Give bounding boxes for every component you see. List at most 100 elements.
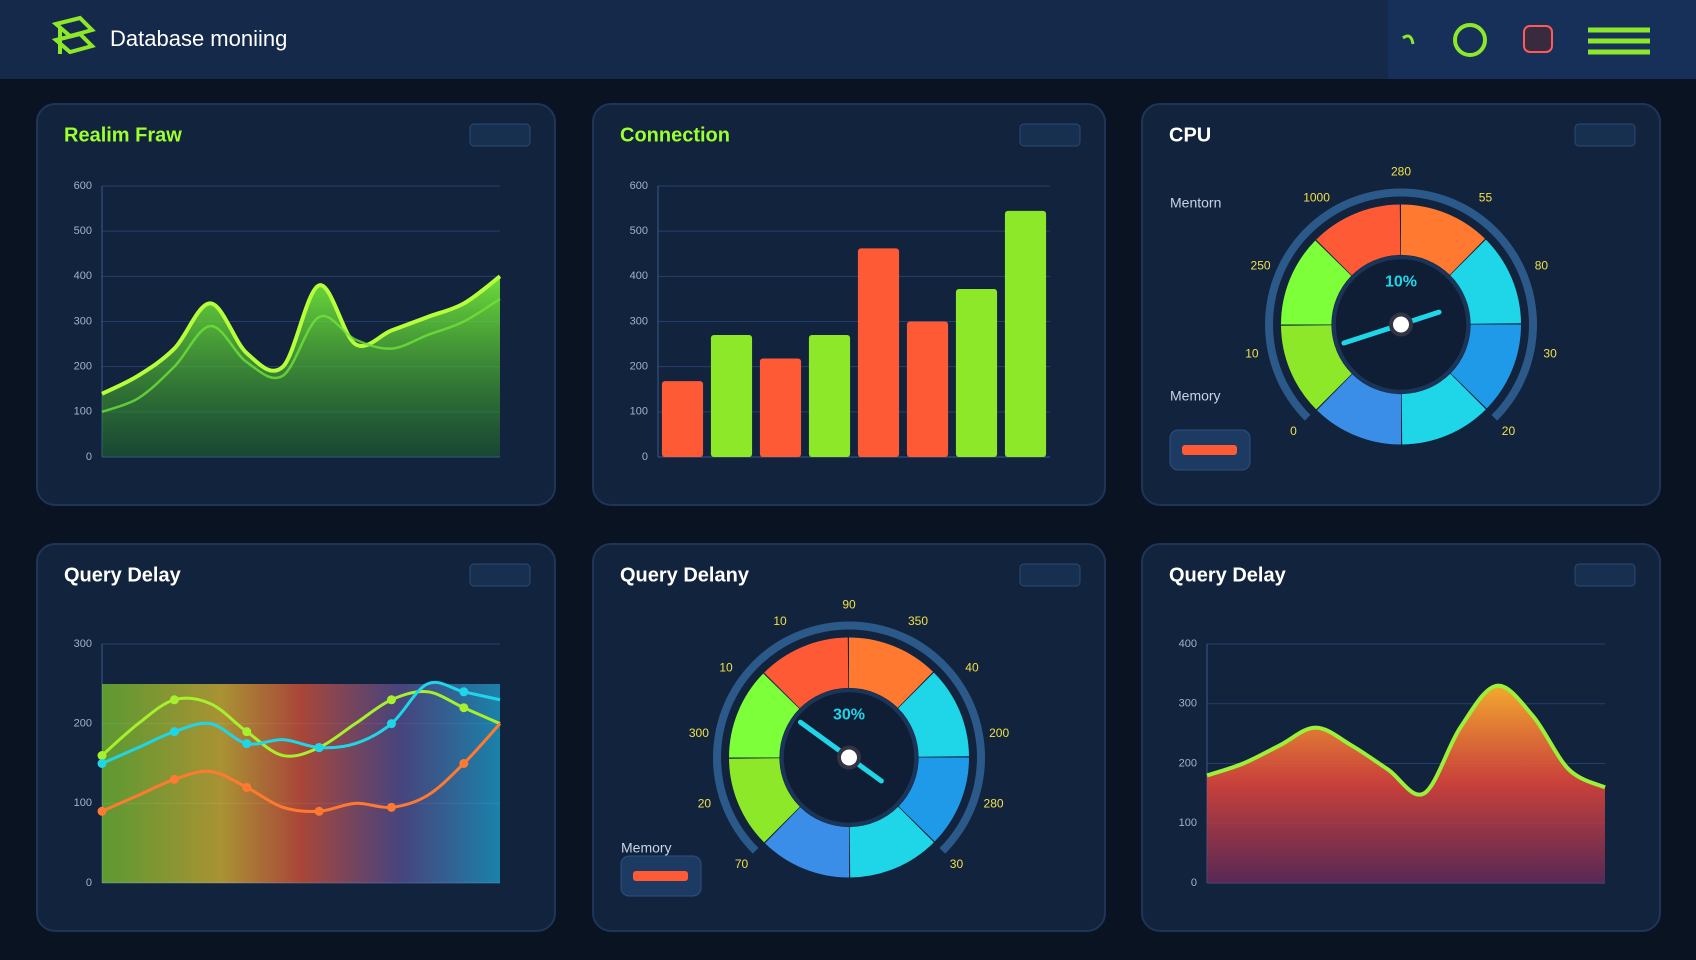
y-tick-label: 500 [74, 225, 92, 237]
y-tick-label: 100 [1179, 817, 1197, 829]
dial-label: 20 [1502, 424, 1516, 438]
dial-segment [1450, 324, 1521, 409]
line [1206, 683, 1606, 797]
point [386, 802, 396, 812]
bar [808, 335, 851, 457]
dial-label: 10 [719, 660, 733, 674]
point [386, 719, 396, 729]
line [101, 274, 502, 396]
icon-alert[interactable] [1523, 25, 1553, 53]
dial-label: 1000 [1303, 190, 1330, 204]
point [386, 695, 396, 705]
app-title: Database moniing [110, 26, 287, 51]
dial-label: 30 [1543, 346, 1557, 360]
dial-label: 10 [773, 614, 787, 628]
menu-button[interactable] [1588, 27, 1650, 55]
point [459, 759, 469, 768]
dial-segment [1281, 240, 1352, 325]
dial-segment [764, 637, 849, 709]
dial-label: 0 [1290, 424, 1297, 438]
gauge-value: 10% [1385, 274, 1417, 291]
y-tick-label: 200 [74, 361, 92, 373]
point [97, 751, 107, 761]
y-tick-label: 400 [630, 270, 648, 282]
bar [759, 358, 802, 457]
dial-label: 10 [1245, 346, 1259, 360]
point [97, 759, 107, 768]
dial-label: 55 [1479, 190, 1493, 204]
y-tick-label: 0 [86, 877, 92, 889]
panel-title: CPU [1169, 124, 1211, 146]
y-tick-label: 200 [630, 361, 648, 373]
memory-bar [1182, 445, 1237, 455]
line [101, 297, 501, 414]
needle-hub [837, 745, 861, 770]
area-fill [102, 276, 500, 457]
point [242, 782, 252, 792]
y-tick-label: 100 [74, 797, 92, 809]
bar [955, 288, 998, 457]
dial-rim [713, 621, 985, 854]
dial-segment [1401, 204, 1485, 275]
dial-segment [1317, 374, 1401, 445]
dial-label: 90 [842, 598, 856, 612]
dial-segment [764, 807, 849, 878]
panel-control [1574, 563, 1636, 587]
needle-hub [1389, 312, 1413, 337]
y-tick-label: 300 [630, 315, 648, 327]
point [97, 806, 107, 816]
dial-segment [1281, 325, 1352, 410]
panel-control [1574, 123, 1636, 147]
point [459, 703, 469, 713]
dial-segment [898, 757, 969, 842]
dial-segment [1401, 373, 1486, 445]
point [169, 727, 179, 737]
panel-title: Connection [620, 124, 730, 146]
y-tick-label: 100 [630, 406, 648, 418]
dial-label: 30 [950, 857, 964, 871]
dial-label: 280 [1391, 165, 1411, 179]
point [169, 774, 179, 784]
y-tick-label: 500 [630, 225, 648, 237]
dial-label: 40 [965, 660, 979, 674]
y-tick-label: 0 [642, 451, 648, 463]
dial-segment [849, 637, 934, 708]
y-tick-label: 100 [74, 406, 92, 418]
panel-title: Query Delay [1169, 564, 1287, 586]
y-tick-label: 200 [74, 718, 92, 730]
bar [857, 248, 900, 457]
band-fill [102, 684, 500, 883]
area-fill [1207, 685, 1605, 883]
panel-control [469, 123, 531, 147]
dial-label: 20 [698, 797, 712, 811]
dial-label: 350 [908, 614, 928, 628]
bar [661, 381, 704, 457]
icon-refresh[interactable] [1402, 34, 1415, 45]
dial-label: 300 [689, 726, 709, 740]
logo [51, 15, 96, 55]
panel-control [1019, 123, 1081, 147]
dial-label: 200 [989, 726, 1009, 740]
dial-segment [1316, 204, 1401, 276]
y-tick-label: 400 [1179, 638, 1197, 650]
dial-label: 250 [1251, 259, 1271, 273]
panel-title: Query Delany [620, 564, 750, 586]
point [169, 695, 179, 705]
y-tick-label: 0 [1191, 877, 1197, 889]
annotation: Memory [621, 840, 672, 856]
point [459, 687, 469, 697]
y-tick-label: 0 [86, 451, 92, 463]
y-tick-label: 600 [630, 180, 648, 192]
panel-title: Realim Fraw [64, 124, 182, 146]
panel-control [469, 563, 531, 587]
annotation: Mentorn [1170, 195, 1221, 211]
dial-segment [898, 672, 969, 757]
point [242, 727, 252, 737]
y-tick-label: 300 [74, 638, 92, 650]
y-tick-label: 600 [74, 180, 92, 192]
panel-title: Query Delay [64, 564, 182, 586]
y-tick-label: 300 [1179, 698, 1197, 710]
bar [906, 321, 949, 457]
dial-label: 70 [735, 857, 749, 871]
icon-status[interactable] [1453, 23, 1487, 57]
